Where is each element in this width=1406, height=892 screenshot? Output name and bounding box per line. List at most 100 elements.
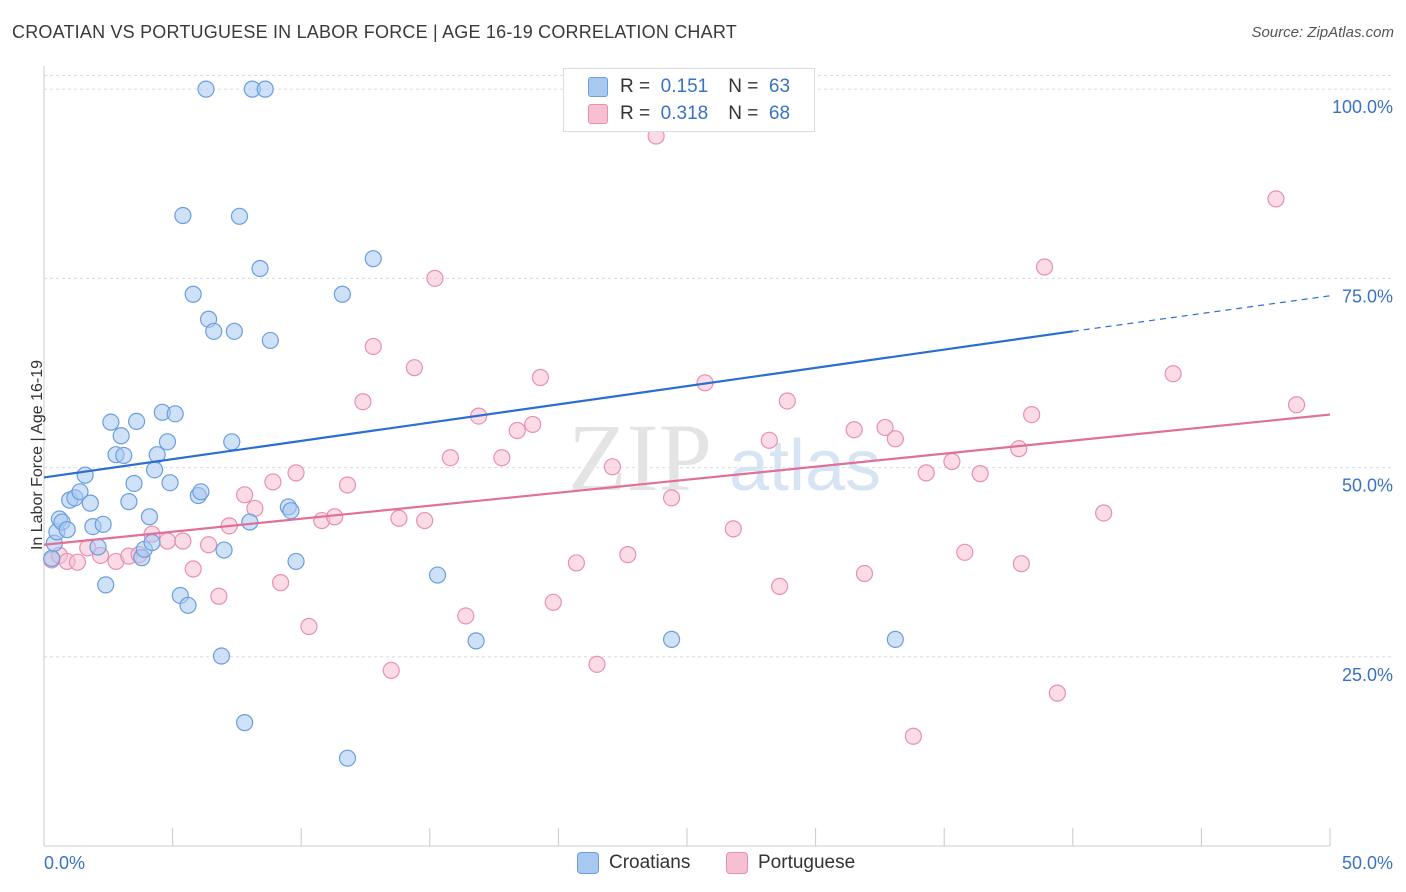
portuguese-point — [971, 465, 989, 483]
croatians-point — [333, 285, 351, 303]
croatians-legend-label: Croatians — [609, 852, 691, 873]
portuguese-point — [158, 532, 177, 550]
croatians-point — [241, 513, 259, 531]
portuguese-swatch — [588, 104, 608, 124]
portuguese-point — [287, 464, 305, 482]
croatians-point — [71, 483, 89, 501]
series-legend: Croatians Portuguese — [0, 852, 1406, 878]
portuguese-point — [174, 532, 192, 550]
portuguese-point — [416, 511, 434, 530]
croatians-point — [364, 250, 382, 268]
portuguese-point — [493, 449, 511, 467]
croatians-point — [143, 533, 161, 552]
croatians-point — [97, 576, 115, 594]
portuguese-point — [426, 269, 444, 287]
y-tick-label: 25.0% — [1342, 665, 1393, 685]
croatians-point — [158, 433, 177, 451]
croatians-point — [223, 433, 241, 451]
croatians-point — [212, 647, 231, 665]
croatians-point — [428, 566, 447, 584]
croatians-point — [125, 474, 143, 493]
portuguese-legend-label: Portuguese — [758, 852, 856, 873]
portuguese-point — [1023, 405, 1041, 424]
croatians-point — [102, 413, 120, 431]
r-label: R = — [620, 103, 651, 124]
portuguese-point — [1095, 504, 1113, 522]
y-tick-label: 100.0% — [1332, 97, 1393, 117]
portuguese-point — [760, 431, 778, 449]
portuguese-point — [778, 392, 796, 410]
croatians-point — [89, 538, 107, 556]
croatians-trend-extension — [1072, 295, 1331, 332]
chart-title: CROATIAN VS PORTUGUESE IN LABOR FORCE | … — [12, 22, 737, 42]
croatians-point — [127, 412, 146, 430]
correlation-legend: R = 0.151 N = 63 R = 0.318 N = 68 — [563, 68, 815, 132]
croatians-points — [43, 80, 904, 767]
croatians-point — [58, 521, 76, 539]
tick-labels: 25.0% 50.0% 75.0% 100.0% 0.0% 50.0% — [44, 97, 1393, 873]
portuguese-point — [524, 415, 542, 434]
portuguese-point — [724, 520, 742, 538]
croatians-point — [225, 322, 243, 340]
portuguese-point — [886, 430, 904, 448]
legend-item-croatians[interactable]: Croatians — [577, 852, 690, 874]
source-label: Source: ZipAtlas.com — [1251, 24, 1394, 41]
croatians-point — [215, 541, 233, 559]
gridlines — [44, 75, 1392, 658]
croatians-point — [112, 427, 130, 445]
croatians-point — [338, 749, 357, 767]
croatians-point — [282, 502, 300, 520]
portuguese-point — [300, 617, 318, 636]
portuguese-point — [184, 560, 202, 578]
portuguese-point — [364, 337, 382, 356]
trend-lines — [43, 295, 1331, 546]
portuguese-point — [845, 421, 863, 439]
croatians-point — [94, 515, 112, 533]
croatians-swatch — [588, 77, 608, 97]
legend-item-portuguese[interactable]: Portuguese — [726, 852, 855, 874]
portuguese-legend-swatch — [726, 852, 748, 874]
portuguese-point — [338, 476, 357, 494]
y-tick-label: 50.0% — [1342, 476, 1393, 496]
portuguese-point — [531, 368, 549, 387]
portuguese-point — [770, 577, 789, 595]
portuguese-point — [457, 607, 475, 625]
portuguese-point — [1012, 555, 1030, 573]
watermark-atlas: atlas — [729, 426, 881, 506]
portuguese-point — [943, 452, 961, 471]
croatians-point — [261, 331, 279, 350]
axes — [43, 66, 1331, 847]
portuguese-point — [544, 593, 562, 611]
portuguese-point — [1048, 684, 1066, 702]
y-axis-label: In Labor Force | Age 16-19 — [29, 359, 46, 551]
croatians-point — [179, 596, 197, 614]
portuguese-n-value: 68 — [768, 103, 791, 124]
portuguese-point — [603, 458, 622, 476]
portuguese-point — [405, 359, 423, 377]
portuguese-point — [1010, 440, 1028, 458]
croatians-n-value: 63 — [768, 76, 791, 97]
r-label: R = — [620, 76, 651, 97]
legend-row-portuguese: R = 0.318 N = 68 — [588, 102, 790, 126]
n-label: N = — [728, 76, 759, 97]
croatians-point — [174, 206, 192, 225]
n-label: N = — [728, 103, 759, 124]
croatians-point — [184, 285, 202, 303]
croatians-point — [76, 466, 94, 484]
croatians-point — [251, 259, 269, 278]
portuguese-point — [1035, 258, 1054, 276]
portuguese-point — [1287, 396, 1306, 414]
portuguese-point — [264, 473, 282, 491]
croatians-point — [287, 552, 305, 571]
y-tick-label: 75.0% — [1342, 286, 1393, 306]
watermark-zip: ZIP — [568, 404, 712, 511]
portuguese-point — [390, 509, 408, 527]
portuguese-point — [1164, 365, 1182, 383]
portuguese-point — [588, 655, 606, 673]
portuguese-point — [917, 464, 935, 482]
portuguese-point — [200, 536, 218, 554]
x-tick-label-max: 50.0% — [1342, 853, 1393, 873]
portuguese-point — [382, 661, 400, 680]
croatians-point — [256, 80, 274, 98]
